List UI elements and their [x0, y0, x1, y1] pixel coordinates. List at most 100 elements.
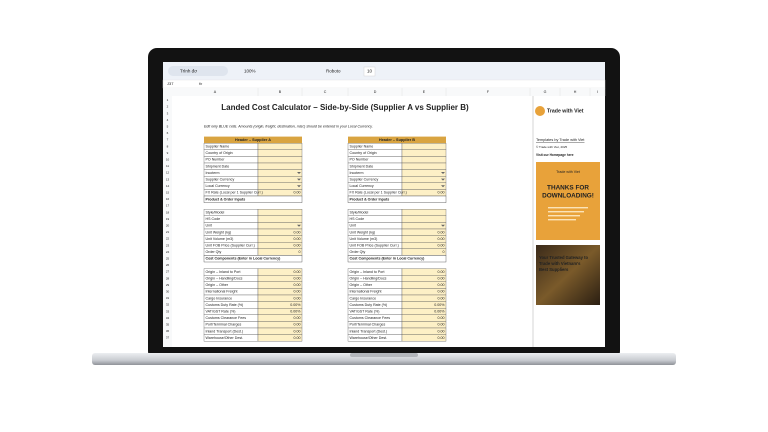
dropdown-arrow[interactable] — [441, 178, 445, 181]
row-label: Unit Volume (m3) — [350, 237, 378, 241]
row-label: Inland Transport (Dest.) — [206, 329, 244, 333]
input-cell[interactable] — [257, 334, 303, 342]
row-label: Incoterm — [350, 171, 364, 175]
input-cell[interactable] — [401, 334, 447, 342]
menu-label: Trình đơ — [180, 69, 197, 74]
logo: Trade with Viet — [547, 108, 584, 114]
font-size-box[interactable] — [363, 66, 376, 77]
column-letter: B — [279, 90, 282, 94]
cell-value: 0.00 — [294, 323, 301, 327]
cell-value: 0.00 — [438, 316, 445, 320]
template-link[interactable]: Templates by Trade with Viet — [536, 138, 585, 142]
row-label: Customs Duty Rate (%) — [350, 303, 388, 307]
dropdown-arrow[interactable] — [297, 185, 301, 188]
sheet-title: Landed Cost Calculator – Side-by-Side (S… — [221, 103, 469, 112]
banner-text: Best Suppliers — [539, 267, 569, 272]
row-label: Port/Terminal Charges — [206, 323, 242, 327]
input-cell[interactable] — [401, 162, 447, 170]
promo-text-line — [548, 215, 580, 217]
banner-text: Trade with Vietnam's — [539, 261, 581, 266]
dropdown-arrow[interactable] — [441, 224, 445, 227]
section-row — [203, 255, 303, 263]
input-cell[interactable] — [401, 176, 447, 183]
row-number: 7 — [167, 138, 169, 142]
row-number: 5 — [167, 124, 169, 128]
row-number: 27 — [166, 270, 170, 274]
input-cell[interactable] — [401, 143, 447, 150]
menu-search[interactable] — [168, 66, 228, 76]
input-cell[interactable] — [257, 248, 303, 256]
row-label: Style/Model — [206, 210, 225, 214]
row-number: 31 — [166, 296, 170, 300]
cell-value: 0.00 — [438, 270, 445, 274]
row-label: Unit FOB Price (Supplier Curr.) — [206, 243, 255, 247]
input-cell[interactable] — [257, 143, 303, 150]
dropdown-arrow[interactable] — [297, 224, 301, 227]
column-letter: G — [544, 90, 547, 94]
row-label: Origin – Other — [206, 283, 229, 287]
cell-value: 0.00 — [294, 283, 301, 287]
row-number: 6 — [167, 131, 169, 135]
row-label: Shipment Date — [350, 164, 374, 168]
input-cell[interactable] — [257, 156, 303, 164]
row-label: Unit FOB Price (Supplier Curr.) — [350, 243, 399, 247]
input-cell[interactable] — [401, 182, 447, 190]
homepage-link[interactable]: Visit our Homepage here — [536, 153, 574, 157]
promo-card[interactable] — [536, 162, 600, 240]
banner-card[interactable] — [536, 245, 600, 305]
input-cell[interactable] — [257, 215, 303, 223]
cell-value: 0 — [299, 250, 301, 254]
input-cell[interactable] — [401, 248, 447, 256]
input-cell[interactable] — [401, 215, 447, 223]
column-letter: I — [597, 90, 598, 94]
row-label: Local Currency — [206, 184, 230, 188]
dropdown-arrow[interactable] — [441, 185, 445, 188]
cell-value: 0.00 — [294, 296, 301, 300]
input-cell[interactable] — [257, 222, 303, 230]
row-label: Country of Origin — [350, 151, 377, 155]
column-letter: C — [324, 90, 327, 94]
input-cell[interactable] — [257, 162, 303, 170]
row-number: 37 — [166, 336, 170, 340]
row-number: 21 — [166, 230, 170, 234]
zoom[interactable]: 100% — [244, 69, 256, 74]
input-cell[interactable] — [257, 176, 303, 183]
column-header-row — [163, 88, 605, 96]
row-number-column — [163, 88, 172, 347]
laptop-base — [92, 353, 676, 365]
row-number: 11 — [166, 164, 169, 168]
section-label: Cost Components (Enter in Local Currency… — [206, 257, 282, 261]
input-cell[interactable] — [401, 149, 447, 157]
row-number: 12 — [166, 171, 170, 175]
cell-value: 0.00% — [290, 303, 301, 307]
input-cell[interactable] — [401, 209, 447, 216]
promo-text-line — [548, 207, 588, 209]
input-cell[interactable] — [257, 209, 303, 216]
row-label: Customs Duty Rate (%) — [206, 303, 244, 307]
promo-brand: Trade with Viet — [556, 170, 580, 174]
input-cell[interactable] — [401, 156, 447, 164]
panel-header-bar — [204, 136, 302, 144]
input-cell[interactable] — [257, 149, 303, 157]
input-cell[interactable] — [401, 169, 447, 177]
cell-value: 0.00 — [294, 243, 301, 247]
row-label: Customs Clearance Fees — [350, 316, 391, 320]
font-family[interactable]: Roboto — [326, 69, 341, 74]
logo-icon — [535, 106, 545, 116]
input-cell[interactable] — [401, 222, 447, 230]
row-number: 20 — [166, 223, 170, 227]
row-label: Unit — [350, 224, 356, 228]
dropdown-arrow[interactable] — [297, 172, 301, 174]
column-letter: D — [374, 90, 377, 94]
input-cell[interactable] — [257, 169, 303, 177]
row-label: International Freight — [206, 290, 238, 294]
input-cell[interactable] — [257, 182, 303, 190]
row-label: Country of Origin — [206, 151, 233, 155]
cell-value: 0.00 — [438, 290, 445, 294]
label-cell — [203, 222, 259, 230]
dropdown-arrow[interactable] — [297, 178, 301, 181]
section-label: Cost Components (Enter in Local Currency… — [350, 257, 426, 261]
dropdown-arrow[interactable] — [441, 172, 445, 174]
row-label: VAT/GST Rate (%) — [206, 309, 236, 313]
